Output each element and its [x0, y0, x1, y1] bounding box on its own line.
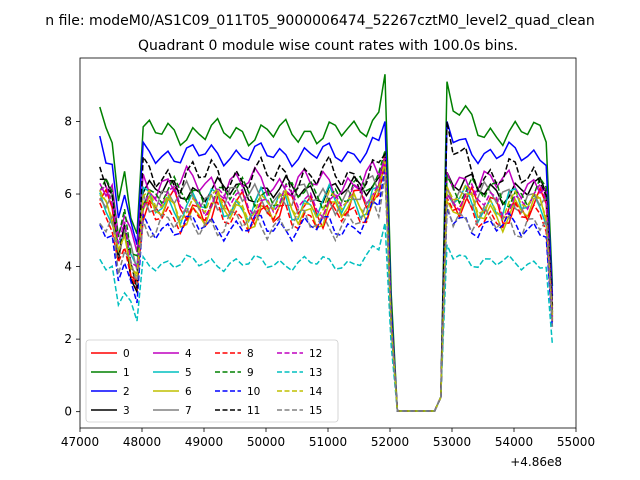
x-tick-label: 53000: [433, 435, 471, 449]
x-tick-label: 49000: [185, 435, 223, 449]
y-tick-label: 0: [64, 405, 72, 419]
legend-label-4: 4: [185, 348, 192, 360]
series-line-11: [99, 121, 554, 412]
x-offset-label: +4.86e8: [510, 455, 562, 469]
legend-label-2: 2: [123, 386, 130, 398]
legend-label-12: 12: [309, 348, 322, 360]
series-line-8: [99, 161, 554, 412]
x-tick-label: 52000: [371, 435, 409, 449]
legend-label-0: 0: [123, 348, 130, 360]
legend-label-13: 13: [309, 367, 322, 379]
x-tick-label: 51000: [309, 435, 347, 449]
legend-box: [85, 339, 339, 423]
plot-frame: [79, 57, 577, 429]
series-line-6: [99, 157, 554, 412]
legend-label-10: 10: [247, 386, 260, 398]
series-line-15: [99, 175, 554, 412]
series-line-13: [99, 222, 554, 412]
series-line-5: [99, 164, 554, 412]
legend-label-1: 1: [123, 367, 130, 379]
series-line-2: [99, 121, 554, 412]
legend-label-14: 14: [309, 386, 323, 398]
series-line-7: [99, 161, 554, 412]
legend-label-7: 7: [185, 405, 192, 417]
series-line-10: [99, 168, 554, 412]
x-axis-ticks: 47000 48000 49000 50000 51000 52000 53000 54000…: [61, 428, 595, 449]
series-line-1: [99, 74, 554, 412]
plot-lines: [99, 74, 554, 412]
legend-label-5: 5: [185, 367, 192, 379]
x-tick-label: 47000: [61, 435, 99, 449]
x-tick-label: 48000: [123, 435, 161, 449]
legend-label-8: 8: [247, 348, 254, 360]
x-tick-label: 54000: [495, 435, 533, 449]
legend-label-3: 3: [123, 405, 130, 417]
x-tick-label: 50000: [247, 435, 285, 449]
legend-label-9: 9: [247, 367, 254, 379]
y-tick-label: 4: [64, 260, 72, 274]
y-tick-label: 2: [64, 332, 72, 346]
series-line-14: [99, 161, 554, 412]
series-line-12: [99, 157, 554, 412]
legend-label-15: 15: [309, 405, 322, 417]
figure-suptitle: n file: modeM0/AS1C09_011T05_9000006474_…: [45, 13, 594, 29]
y-tick-label: 8: [64, 114, 72, 128]
legend-label-6: 6: [185, 386, 192, 398]
y-axis-ticks: 0 2 4 6 8: [64, 114, 80, 419]
chart-title: Quadrant 0 module wise count rates with …: [138, 38, 518, 54]
y-tick-label: 6: [64, 187, 72, 201]
legend-label-11: 11: [247, 405, 260, 417]
x-tick-label: 55000: [557, 435, 595, 449]
